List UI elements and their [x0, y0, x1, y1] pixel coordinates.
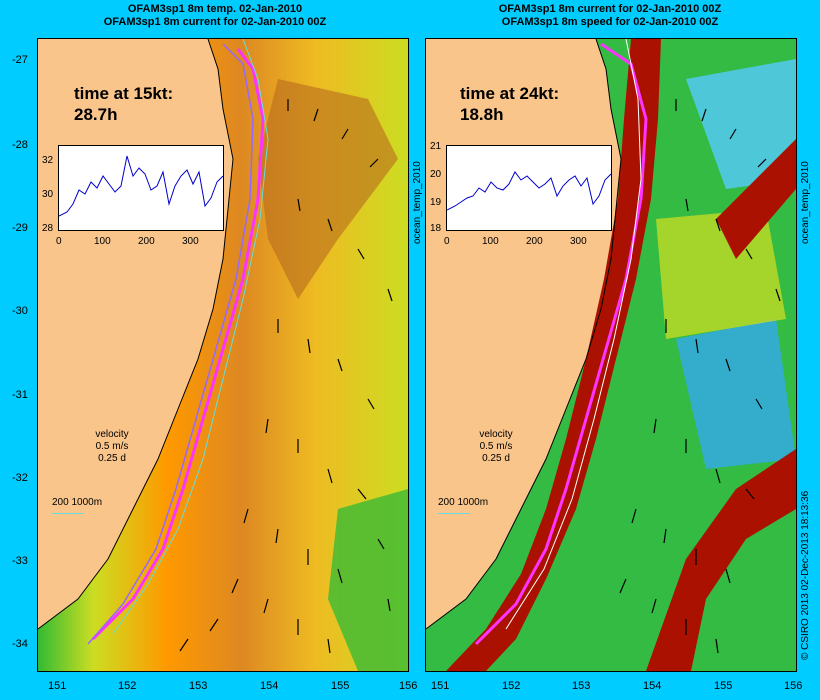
left-time-label: time at 15kt: 28.7h: [74, 83, 173, 125]
left-inset-xtick: 300: [182, 236, 199, 247]
lon-tick: 152: [118, 680, 137, 692]
credit-label: © CSIRO 2013 02-Dec-2013 18:13:36: [800, 490, 811, 660]
right-velocity-speed: 0.5 m/s: [479, 441, 513, 452]
left-time-label-text: time at 15kt:: [74, 84, 174, 103]
lat-tick: -33: [12, 555, 28, 567]
lat-tick: -30: [12, 305, 28, 317]
right-inset-ytick: 20: [430, 169, 442, 180]
right-inset-ytick: 19: [430, 197, 442, 208]
lon-tick: 153: [189, 680, 208, 692]
left-timeseries-trace: [59, 155, 223, 217]
lon-tick: 151: [48, 680, 67, 692]
right-inset-xtick: 200: [526, 236, 543, 247]
left-inset-ytick: 30: [42, 189, 54, 200]
left-inset-xtick: 200: [138, 236, 155, 247]
left-title: OFAM3sp1 8m temp. 02-Jan-2010 OFAM3sp1 8…: [70, 3, 360, 29]
left-velocity-key: velocity 0.5 m/s 0.25 d: [82, 429, 142, 465]
right-timeseries-svg: [447, 171, 611, 211]
depth-contour: [505, 39, 642, 630]
lon-tick: 153: [572, 680, 591, 692]
route-line-2: [87, 43, 254, 645]
lon-tick: 156: [399, 680, 418, 692]
right-title-line2: OFAM3sp1 8m speed for 02-Jan-2010 00Z: [501, 16, 719, 28]
green-eddy: [328, 489, 408, 671]
lon-tick: 156: [784, 680, 803, 692]
lon-tick: 151: [431, 680, 450, 692]
left-side-label: ocean_temp_2010: [412, 161, 423, 244]
lat-tick: -34: [12, 638, 28, 650]
left-inset-xtick: 100: [94, 236, 111, 247]
left-timeseries-svg: [59, 155, 223, 217]
coastline: [426, 39, 622, 630]
right-time-value: 18.8h: [460, 105, 504, 124]
left-time-value: 28.7h: [74, 105, 118, 124]
right-title: OFAM3sp1 8m current for 02-Jan-2010 00Z …: [460, 3, 760, 29]
right-timeseries-inset: [446, 145, 612, 231]
left-velocity-time: 0.25 d: [98, 453, 126, 464]
right-inset-xtick: 100: [482, 236, 499, 247]
left-velocity-label: velocity: [95, 429, 129, 440]
right-inset-ytick: 21: [430, 141, 442, 152]
left-inset-ytick: 32: [42, 155, 54, 166]
slow-water-1: [686, 59, 796, 189]
coastline: [38, 39, 234, 630]
left-depth-legend-line: [52, 513, 84, 514]
lon-tick: 154: [260, 680, 279, 692]
warm-core: [258, 79, 398, 299]
lon-tick: 155: [331, 680, 350, 692]
lat-tick: -32: [12, 472, 28, 484]
right-depth-legend-line: [438, 513, 470, 514]
left-title-line2: OFAM3sp1 8m current for 02-Jan-2010 00Z: [103, 16, 327, 28]
lon-tick: 154: [643, 680, 662, 692]
right-velocity-time: 0.25 d: [482, 453, 510, 464]
left-timeseries-inset: [58, 145, 224, 231]
lat-tick: -28: [12, 139, 28, 151]
left-title-line1: OFAM3sp1 8m temp. 02-Jan-2010: [127, 3, 303, 15]
right-time-label: time at 24kt: 18.8h: [460, 83, 559, 125]
right-title-line1: OFAM3sp1 8m current for 02-Jan-2010 00Z: [498, 3, 722, 15]
lat-tick: -29: [12, 222, 28, 234]
right-timeseries-trace: [447, 171, 611, 211]
right-map-panel: time at 24kt: 18.8h 21 20 19 18 0 100 20…: [425, 38, 797, 672]
velocity-arrows: [619, 99, 781, 654]
left-inset-xtick: 0: [56, 236, 62, 247]
eddy-jet: [646, 449, 796, 671]
left-velocity-speed: 0.5 m/s: [95, 441, 129, 452]
right-velocity-label: velocity: [479, 429, 513, 440]
right-inset-xtick: 300: [570, 236, 587, 247]
route-line: [474, 42, 648, 646]
right-map-svg: [426, 39, 796, 671]
lat-tick: -27: [12, 54, 28, 66]
left-map-svg: [38, 39, 408, 671]
right-inset-ytick: 18: [430, 223, 442, 234]
medium-water: [656, 209, 786, 339]
left-depth-legend: 200 1000m: [52, 497, 103, 508]
depth-contour: [112, 39, 269, 635]
velocity-arrows: [179, 99, 393, 654]
right-velocity-key: velocity 0.5 m/s 0.25 d: [466, 429, 526, 465]
route-line: [91, 48, 265, 641]
lon-tick: 155: [714, 680, 733, 692]
eddy-jet-2: [716, 139, 796, 259]
lat-tick: -31: [12, 389, 28, 401]
right-depth-legend: 200 1000m: [438, 497, 489, 508]
right-time-label-text: time at 24kt:: [460, 84, 560, 103]
slow-water-2: [676, 319, 796, 469]
right-inset-xtick: 0: [444, 236, 450, 247]
left-inset-ytick: 28: [42, 223, 54, 234]
lon-tick: 152: [502, 680, 521, 692]
left-map-panel: time at 15kt: 28.7h 32 30 28 0 100 200 3…: [37, 38, 409, 672]
right-side-label: ocean_temp_2010: [800, 161, 811, 244]
